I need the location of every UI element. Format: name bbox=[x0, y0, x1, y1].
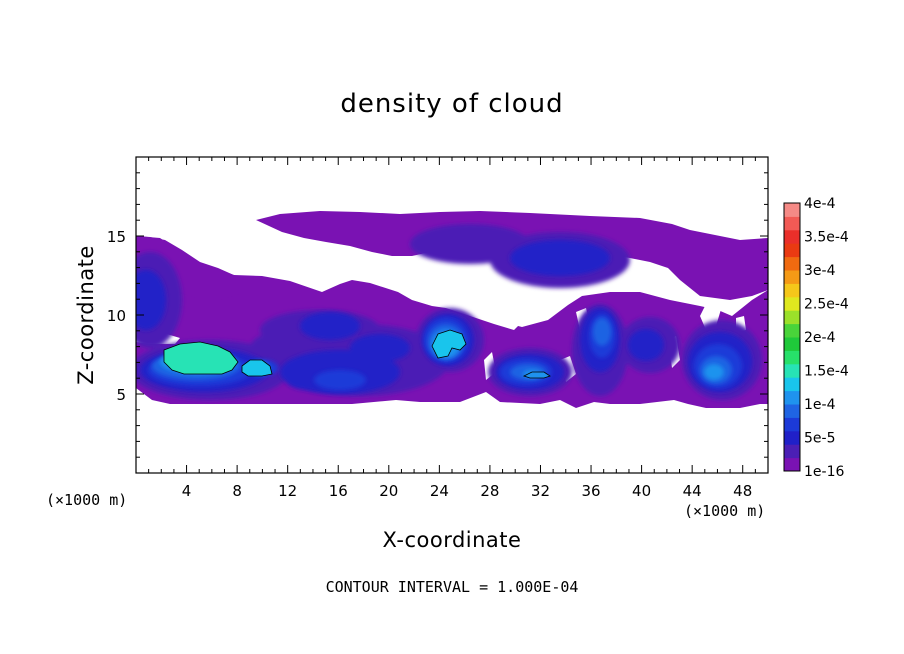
y-tick-label: 5 bbox=[116, 386, 126, 404]
colorbar-segment bbox=[784, 256, 800, 271]
colorbar-label: 1e-16 bbox=[804, 464, 844, 480]
cloud-region-upper bbox=[256, 211, 768, 300]
y-tick-label: 10 bbox=[107, 307, 126, 325]
colorbar-segment bbox=[784, 337, 800, 351]
x-tick-label: 24 bbox=[430, 482, 449, 500]
colorbar-segment bbox=[784, 216, 800, 231]
colorbar-label: 4e-4 bbox=[804, 196, 836, 212]
colorbar-label: 3.5e-4 bbox=[804, 230, 849, 246]
x-tick-label: 4 bbox=[182, 482, 192, 500]
x-unit-left: (×1000 m) bbox=[46, 491, 127, 509]
x-tick-label: 44 bbox=[683, 482, 702, 500]
y-axis-label: Z-coordinate bbox=[74, 245, 98, 385]
cloud-layer-cyan bbox=[163, 329, 551, 379]
x-tick-label: 20 bbox=[379, 482, 398, 500]
chart-title: density of cloud bbox=[340, 89, 563, 119]
colorbar-label: 1e-4 bbox=[804, 397, 836, 413]
x-axis-ticks: 4 8 12 16 20 24 28 32 36 40 44 48 bbox=[148, 157, 756, 500]
y-axis-ticks: 5 10 15 bbox=[107, 172, 768, 458]
colorbar-segment bbox=[784, 350, 800, 365]
cloud-core-31 bbox=[522, 371, 551, 379]
x-tick-label: 32 bbox=[531, 482, 550, 500]
x-unit-right: (×1000 m) bbox=[684, 502, 765, 520]
colorbar-segment bbox=[784, 430, 800, 445]
x-tick-label: 48 bbox=[733, 482, 752, 500]
colorbar-segment bbox=[784, 310, 800, 325]
colorbar-segment bbox=[784, 444, 800, 459]
colorbar-segment bbox=[784, 229, 800, 244]
cloud-core-small bbox=[241, 359, 273, 377]
colorbar-segment bbox=[784, 363, 800, 378]
cloud-core-24 bbox=[431, 329, 467, 359]
colorbar-label: 2.5e-4 bbox=[804, 297, 849, 313]
colorbar-segment bbox=[784, 323, 800, 338]
colorbar-segment bbox=[784, 404, 800, 418]
x-tick-label: 16 bbox=[329, 482, 348, 500]
colorbar: 1e-16 5e-5 1e-4 1.5e-4 2e-4 2.5e-4 3e-4 3.5e-4 4… bbox=[783, 196, 849, 480]
plot-area bbox=[136, 211, 768, 408]
colorbar-segment bbox=[784, 283, 800, 298]
colorbar-segment bbox=[784, 270, 800, 284]
cloud-core-left bbox=[163, 341, 239, 375]
colorbar-label: 1.5e-4 bbox=[804, 364, 849, 380]
colorbar-segment bbox=[784, 457, 800, 472]
x-tick-label: 40 bbox=[632, 482, 651, 500]
contour-interval-note: CONTOUR INTERVAL = 1.000E-04 bbox=[326, 578, 579, 596]
colorbar-segment bbox=[784, 377, 800, 392]
x-tick-label: 28 bbox=[480, 482, 499, 500]
x-tick-label: 8 bbox=[232, 482, 242, 500]
x-axis-label: X-coordinate bbox=[383, 528, 522, 552]
colorbar-segment bbox=[784, 243, 800, 258]
y-tick-label: 15 bbox=[107, 228, 126, 246]
colorbar-label: 3e-4 bbox=[804, 263, 836, 279]
colorbar-segment bbox=[784, 390, 800, 405]
colorbar-segment bbox=[784, 417, 800, 432]
colorbar-label: 2e-4 bbox=[804, 330, 836, 346]
x-tick-label: 36 bbox=[581, 482, 600, 500]
x-tick-label: 12 bbox=[278, 482, 297, 500]
colorbar-segment bbox=[784, 296, 800, 311]
colorbar-segment bbox=[784, 203, 800, 217]
colorbar-frame bbox=[783, 202, 801, 472]
colorbar-label: 5e-5 bbox=[804, 431, 835, 447]
